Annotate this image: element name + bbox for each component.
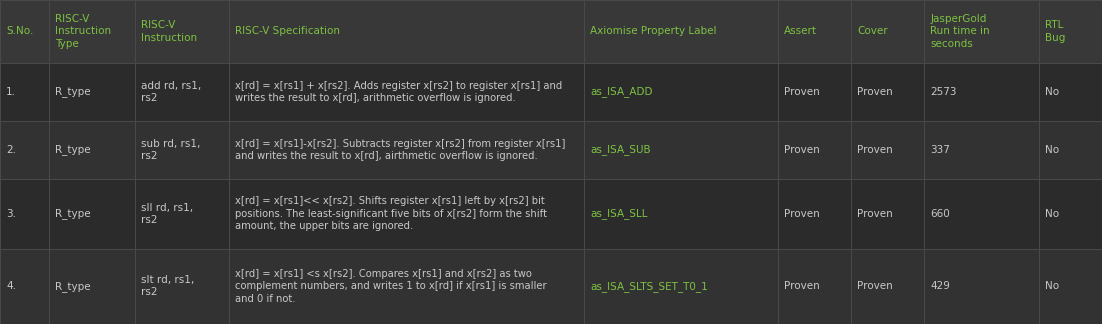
Text: RTL
Bug: RTL Bug bbox=[1046, 20, 1066, 43]
Bar bbox=[50, 63, 134, 121]
Bar bbox=[851, 179, 925, 249]
Text: Proven: Proven bbox=[784, 87, 820, 97]
Text: as_ISA_SLTS_SET_T0_1: as_ISA_SLTS_SET_T0_1 bbox=[591, 281, 709, 292]
Text: sll rd, rs1,
rs2: sll rd, rs1, rs2 bbox=[141, 202, 193, 225]
Text: 2.: 2. bbox=[6, 145, 17, 155]
Bar bbox=[778, 121, 851, 179]
Text: Proven: Proven bbox=[857, 281, 893, 291]
Text: x[rd] = x[rs1] + x[rs2]. Adds register x[rs2] to register x[rs1] and
writes the : x[rd] = x[rs1] + x[rs2]. Adds register x… bbox=[235, 81, 562, 103]
Bar bbox=[1039, 179, 1102, 249]
Text: R_type: R_type bbox=[55, 281, 90, 292]
Text: Proven: Proven bbox=[857, 87, 893, 97]
Text: No: No bbox=[1046, 209, 1059, 219]
Text: No: No bbox=[1046, 87, 1059, 97]
Text: 337: 337 bbox=[930, 145, 950, 155]
Bar bbox=[584, 0, 778, 63]
Text: 3.: 3. bbox=[6, 209, 17, 219]
Bar bbox=[1039, 121, 1102, 179]
Bar bbox=[778, 63, 851, 121]
Text: 429: 429 bbox=[930, 281, 950, 291]
Text: Axiomise Property Label: Axiomise Property Label bbox=[591, 27, 717, 36]
Text: sub rd, rs1,
rs2: sub rd, rs1, rs2 bbox=[141, 139, 201, 161]
Bar bbox=[229, 249, 584, 324]
Bar bbox=[1039, 249, 1102, 324]
Text: Assert: Assert bbox=[784, 27, 817, 36]
Bar bbox=[851, 63, 925, 121]
Bar bbox=[0, 179, 50, 249]
Bar bbox=[925, 179, 1039, 249]
Bar bbox=[925, 0, 1039, 63]
Bar bbox=[584, 63, 778, 121]
Bar bbox=[1039, 0, 1102, 63]
Text: as_ISA_SUB: as_ISA_SUB bbox=[591, 145, 651, 156]
Bar bbox=[584, 121, 778, 179]
Text: No: No bbox=[1046, 281, 1059, 291]
Text: as_ISA_SLL: as_ISA_SLL bbox=[591, 208, 648, 219]
Bar bbox=[778, 179, 851, 249]
Bar bbox=[134, 179, 229, 249]
Bar bbox=[925, 249, 1039, 324]
Text: as_ISA_ADD: as_ISA_ADD bbox=[591, 87, 653, 97]
Text: slt rd, rs1,
rs2: slt rd, rs1, rs2 bbox=[141, 275, 194, 297]
Text: 1.: 1. bbox=[6, 87, 17, 97]
Bar bbox=[0, 63, 50, 121]
Text: RISC-V
Instruction: RISC-V Instruction bbox=[141, 20, 197, 43]
Bar bbox=[229, 179, 584, 249]
Text: RISC-V
Instruction
Type: RISC-V Instruction Type bbox=[55, 14, 111, 49]
Text: No: No bbox=[1046, 145, 1059, 155]
Bar bbox=[0, 121, 50, 179]
Text: R_type: R_type bbox=[55, 208, 90, 219]
Text: Cover: Cover bbox=[857, 27, 888, 36]
Text: 660: 660 bbox=[930, 209, 950, 219]
Bar bbox=[134, 249, 229, 324]
Text: Proven: Proven bbox=[857, 209, 893, 219]
Bar bbox=[50, 0, 134, 63]
Bar bbox=[229, 0, 584, 63]
Bar bbox=[851, 249, 925, 324]
Bar bbox=[925, 63, 1039, 121]
Text: JasperGold
Run time in
seconds: JasperGold Run time in seconds bbox=[930, 14, 990, 49]
Bar bbox=[1039, 63, 1102, 121]
Bar bbox=[0, 0, 50, 63]
Bar bbox=[134, 63, 229, 121]
Text: x[rd] = x[rs1] <s x[rs2]. Compares x[rs1] and x[rs2] as two
complement numbers, : x[rd] = x[rs1] <s x[rs2]. Compares x[rs1… bbox=[235, 269, 547, 304]
Bar bbox=[229, 63, 584, 121]
Bar bbox=[0, 249, 50, 324]
Bar bbox=[50, 249, 134, 324]
Bar bbox=[778, 249, 851, 324]
Bar bbox=[134, 121, 229, 179]
Bar bbox=[50, 121, 134, 179]
Text: 4.: 4. bbox=[6, 281, 17, 291]
Bar bbox=[584, 179, 778, 249]
Text: Proven: Proven bbox=[784, 209, 820, 219]
Text: x[rd] = x[rs1]-x[rs2]. Subtracts register x[rs2] from register x[rs1]
and writes: x[rd] = x[rs1]-x[rs2]. Subtracts registe… bbox=[235, 139, 565, 161]
Bar bbox=[50, 179, 134, 249]
Text: 2573: 2573 bbox=[930, 87, 957, 97]
Bar bbox=[229, 121, 584, 179]
Bar bbox=[584, 249, 778, 324]
Text: RISC-V Specification: RISC-V Specification bbox=[235, 27, 341, 36]
Bar bbox=[851, 0, 925, 63]
Bar bbox=[851, 121, 925, 179]
Text: Proven: Proven bbox=[784, 281, 820, 291]
Bar bbox=[778, 0, 851, 63]
Text: R_type: R_type bbox=[55, 145, 90, 156]
Bar bbox=[134, 0, 229, 63]
Text: R_type: R_type bbox=[55, 87, 90, 97]
Text: Proven: Proven bbox=[784, 145, 820, 155]
Text: x[rd] = x[rs1]<< x[rs2]. Shifts register x[rs1] left by x[rs2] bit
positions. Th: x[rd] = x[rs1]<< x[rs2]. Shifts register… bbox=[235, 196, 547, 231]
Text: add rd, rs1,
rs2: add rd, rs1, rs2 bbox=[141, 81, 202, 103]
Bar bbox=[925, 121, 1039, 179]
Text: S.No.: S.No. bbox=[6, 27, 33, 36]
Text: Proven: Proven bbox=[857, 145, 893, 155]
